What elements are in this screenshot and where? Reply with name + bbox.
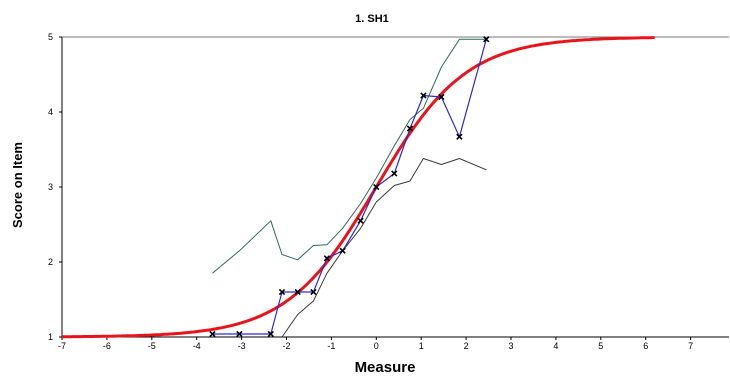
- x-tick-label: 0: [374, 341, 379, 351]
- x-tick-label: -7: [58, 341, 66, 351]
- observed-point: [391, 170, 398, 177]
- x-tick-label: -2: [282, 341, 290, 351]
- chart-title: 1. SH1: [355, 13, 389, 25]
- x-tick-label: 5: [598, 341, 603, 351]
- observed-point-stroke: [310, 288, 317, 296]
- observed-point: [267, 330, 274, 338]
- observed-point: [438, 93, 445, 101]
- y-tick-label: 2: [48, 257, 53, 267]
- observed-point-stroke: [438, 93, 445, 101]
- observed-point: [310, 288, 317, 296]
- y-tick-label: 1: [48, 332, 53, 342]
- observed-point-stroke: [373, 183, 380, 191]
- observed-point-stroke: [420, 92, 427, 99]
- tick-labels: -7 -6 -5 -4 -3 -2 -1 0 1 2 3 4 5 6 7 1 2 3 4 5: [48, 32, 693, 351]
- y-tick-label: 5: [48, 32, 53, 42]
- observed-point-stroke: [209, 330, 216, 338]
- upper-band-line: [212, 38, 487, 274]
- plot-area: [62, 36, 655, 339]
- observed-point-stroke: [406, 125, 414, 132]
- observed-point-stroke: [278, 288, 286, 296]
- lower-band-line: [281, 158, 487, 338]
- y-axis-label: Score on Item: [10, 142, 25, 228]
- observed-line: [212, 39, 487, 335]
- observed-point: [406, 125, 414, 132]
- y-tick-label: 3: [48, 182, 53, 192]
- observed-point: [456, 133, 463, 140]
- model-curve-line: [62, 36, 655, 339]
- observed-point: [323, 255, 331, 262]
- x-tick-label: 2: [464, 341, 469, 351]
- observed-point-stroke: [294, 288, 301, 296]
- x-tick-label: 3: [508, 341, 513, 351]
- observed-point: [420, 92, 427, 99]
- observed-point: [373, 183, 380, 191]
- observed-point: [278, 288, 286, 296]
- observed-point: [294, 288, 301, 296]
- observed-point-stroke: [339, 247, 346, 254]
- axes: [59, 36, 729, 340]
- observed-point: [357, 217, 364, 224]
- observed-point: [209, 330, 216, 338]
- observed-point-stroke: [323, 255, 331, 262]
- x-tick-label: -3: [238, 341, 246, 351]
- observed-point: [236, 330, 243, 338]
- observed-point-stroke: [267, 330, 274, 338]
- x-tick-label: 4: [553, 341, 558, 351]
- observed-point-stroke: [456, 133, 463, 140]
- observed-point: [483, 36, 490, 43]
- x-tick-label: -6: [103, 341, 111, 351]
- y-tick-label: 4: [48, 107, 53, 117]
- x-tick-label: -5: [148, 341, 156, 351]
- x-tick-label: 7: [688, 341, 693, 351]
- observed-point-stroke: [236, 330, 243, 338]
- observed-point-stroke: [391, 170, 398, 177]
- observed-point-stroke: [483, 36, 490, 43]
- x-tick-label: -1: [327, 341, 335, 351]
- observed-point: [339, 247, 346, 254]
- x-axis-label: Measure: [355, 359, 416, 376]
- x-tick-label: -4: [193, 341, 201, 351]
- x-tick-label: 1: [419, 341, 424, 351]
- x-tick-label: 6: [643, 341, 648, 351]
- observed-point-stroke: [357, 217, 364, 224]
